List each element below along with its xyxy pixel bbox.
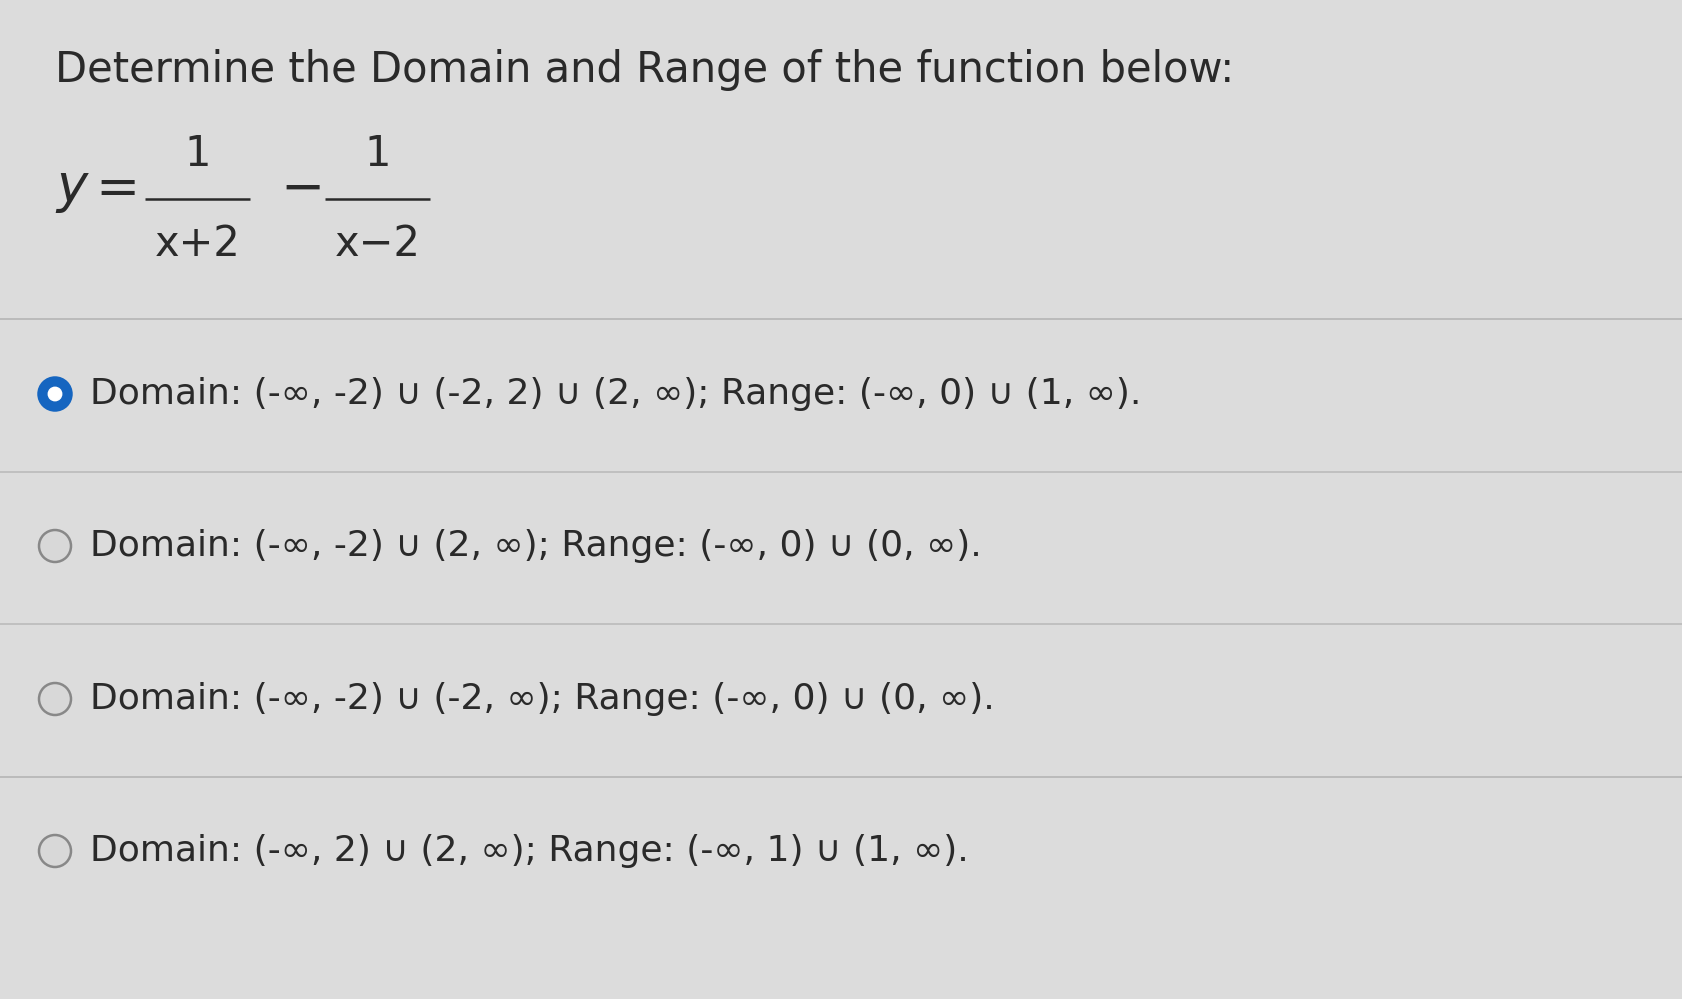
Text: −: − [279, 163, 325, 215]
Circle shape [39, 378, 71, 410]
Circle shape [39, 683, 71, 715]
Text: $y$: $y$ [56, 163, 91, 215]
Text: 1: 1 [363, 133, 390, 175]
Text: Domain: (-∞, 2) ∪ (2, ∞); Range: (-∞, 1) ∪ (1, ∞).: Domain: (-∞, 2) ∪ (2, ∞); Range: (-∞, 1)… [89, 834, 969, 868]
Circle shape [39, 835, 71, 867]
Text: =: = [94, 163, 140, 215]
Text: Domain: (-∞, -2) ∪ (-2, ∞); Range: (-∞, 0) ∪ (0, ∞).: Domain: (-∞, -2) ∪ (-2, ∞); Range: (-∞, … [89, 682, 994, 716]
Text: Domain: (-∞, -2) ∪ (2, ∞); Range: (-∞, 0) ∪ (0, ∞).: Domain: (-∞, -2) ∪ (2, ∞); Range: (-∞, 0… [89, 529, 981, 563]
Circle shape [49, 388, 62, 401]
Text: x+2: x+2 [155, 223, 241, 265]
Circle shape [39, 530, 71, 562]
Text: Domain: (-∞, -2) ∪ (-2, 2) ∪ (2, ∞); Range: (-∞, 0) ∪ (1, ∞).: Domain: (-∞, -2) ∪ (-2, 2) ∪ (2, ∞); Ran… [89, 377, 1140, 411]
Text: x−2: x−2 [335, 223, 420, 265]
Text: Determine the Domain and Range of the function below:: Determine the Domain and Range of the fu… [56, 49, 1233, 91]
Text: 1: 1 [183, 133, 210, 175]
